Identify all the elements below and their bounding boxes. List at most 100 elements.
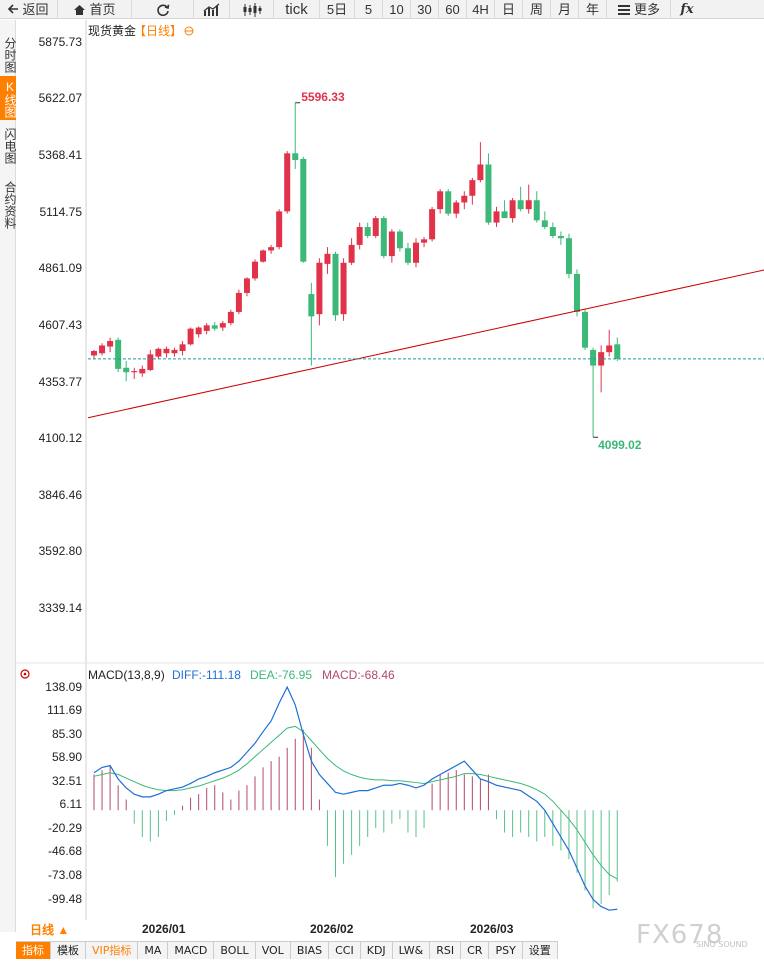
high-price-label: 5596.33 [301,90,345,104]
candle-body [107,340,114,347]
tab-timeshare[interactable]: 分时图 [3,37,17,73]
sino-sound-watermark: SINO SOUND [696,940,748,949]
main-y-label: 5114.75 [40,205,83,219]
macd-y-label: 138.09 [45,680,82,694]
candlestick-series [91,102,621,438]
candle-body [533,200,540,221]
candle-body [404,248,411,263]
back-arrow-icon [8,4,19,15]
left-tab-bar: 分时图 K线图 闪电图 合约资料 [0,20,17,932]
candle-body [227,311,234,324]
indicator-vol[interactable]: VOL [256,942,291,959]
period-year[interactable]: 年 [579,0,607,19]
macd-y-label: -46.68 [48,844,82,858]
macd-dea-value: DEA:-76.95 [250,668,312,682]
candle-body [276,211,283,248]
candle-body [469,180,476,196]
indicator-boll[interactable]: BOLL [214,942,256,959]
macd-y-label: 58.90 [52,750,82,764]
macd-y-axis-labels: 138.09 111.69 85.30 58.90 32.51 6.11 -20… [45,680,82,906]
bar-chart-icon [203,3,221,17]
candle-body [139,368,146,374]
main-y-axis-labels: 5875.73 5622.07 5368.41 5114.75 4861.09 … [39,35,83,615]
indicator-rsi[interactable]: RSI [430,942,462,959]
period-month[interactable]: 月 [551,0,579,19]
indicator-macd[interactable]: MACD [168,942,215,959]
tab-contract-info[interactable]: 合约资料 [3,181,17,229]
candle-body [115,339,122,369]
macd-y-label: 85.30 [52,727,82,741]
main-y-label: 3846.46 [39,488,83,502]
indicator-bias[interactable]: BIAS [291,942,330,959]
refresh-button[interactable] [132,0,194,19]
indicator-ma[interactable]: MA [138,942,169,959]
candle-body [91,351,97,356]
candle-body [308,294,315,317]
home-icon [73,4,86,16]
candle-body [421,239,428,243]
tab-kline[interactable]: K线图 [0,76,17,120]
macd-value: MACD:-68.46 [322,668,395,682]
vip-indicator-tab[interactable]: VIP指标 [86,942,139,959]
period-10[interactable]: 10 [383,0,411,19]
candle-body [235,292,242,312]
line-chart-button[interactable] [194,0,230,19]
template-tab[interactable]: 模板 [51,942,86,959]
candle-body [163,348,170,354]
period-60[interactable]: 60 [439,0,467,19]
candlestick-button[interactable] [230,0,274,19]
candle-body [582,311,589,348]
candle-body [396,231,403,249]
indicator-psy[interactable]: PSY [489,942,523,959]
candle-body [541,220,548,228]
main-y-label: 4100.12 [39,431,83,445]
indicator-cci[interactable]: CCI [329,942,361,959]
indicator-lw[interactable]: LW& [393,942,431,959]
more-button[interactable]: 更多 [607,0,671,19]
candle-body [316,262,323,315]
macd-title: MACD(13,8,9) [88,668,165,682]
macd-settings-icon[interactable] [20,669,30,679]
candle-body [292,153,299,161]
top-toolbar: 返回 首页 tick 5日 5 10 30 60 4H 日 周 月 年 更多 f… [0,0,764,19]
period-5[interactable]: 5 [355,0,383,19]
back-button[interactable]: 返回 [0,0,58,19]
period-30[interactable]: 30 [411,0,439,19]
candle-body [380,218,387,257]
candle-body [340,262,347,315]
candle-body [565,238,572,274]
candle-body [187,328,194,345]
indicator-cr[interactable]: CR [461,942,490,959]
candle-body [324,253,331,264]
crosshair-toggle-icon[interactable] [184,26,194,36]
chart-canvas[interactable]: 现货黄金 【日线】 5875.73 5622.07 5368.41 5114.7… [0,20,764,940]
indicator-kdj[interactable]: KDJ [361,942,393,959]
period-week[interactable]: 周 [523,0,551,19]
diff-line [93,685,618,911]
tick-button[interactable]: tick [274,0,320,19]
macd-y-label: 111.69 [47,703,82,717]
period-day[interactable]: 日 [495,0,523,19]
settings-tab[interactable]: 设置 [523,942,558,959]
candle-body [203,325,210,331]
main-y-label: 4353.77 [39,375,83,389]
candle-body [300,158,307,262]
candle-body [260,250,267,262]
candle-body [356,227,363,245]
main-y-label: 3339.14 [39,601,83,615]
candle-body [477,164,484,181]
indicator-bar: 指标 模板 VIP指标 MA MACD BOLL VOL BIAS CCI KD… [16,941,558,959]
main-y-label: 3592.80 [39,544,83,558]
formula-button[interactable]: fx [680,1,694,17]
home-button[interactable]: 首页 [58,0,132,19]
macd-diff-value: DIFF:-111.18 [172,668,241,682]
period-selector[interactable]: 日线 ▲ [30,923,70,937]
x-label-feb: 2026/02 [310,922,354,936]
indicator-tab[interactable]: 指标 [16,942,51,959]
candle-body [501,211,508,219]
main-y-label: 5622.07 [39,91,83,105]
period-5day[interactable]: 5日 [320,0,355,19]
tab-flash-chart[interactable]: 闪电图 [3,128,17,164]
period-4h[interactable]: 4H [467,0,495,19]
candle-body [485,164,492,223]
